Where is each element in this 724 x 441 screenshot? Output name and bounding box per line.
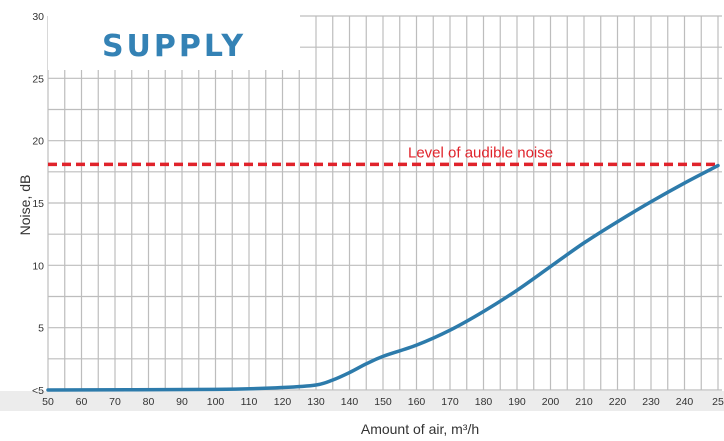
- x-tick-label: 90: [176, 396, 188, 408]
- x-tick-label: 70: [109, 396, 121, 408]
- x-tick-label: 110: [241, 396, 258, 408]
- reference-line-group: Level of audible noise: [48, 144, 720, 167]
- x-tick-label: 180: [475, 396, 493, 408]
- x-tick-labels: 50 60 70 80 90 100 110 120 130 140 150 160 170 180 190…: [42, 396, 724, 408]
- title-panel: [48, 14, 300, 70]
- x-tick-label: 240: [676, 396, 694, 408]
- x-tick-label: 140: [341, 396, 359, 408]
- x-tick-label: 80: [143, 396, 155, 408]
- x-tick-label: 120: [274, 396, 292, 408]
- chart-title: SUPPLY: [102, 29, 246, 64]
- y-tick-label: 20: [32, 136, 44, 148]
- x-tick-label: 220: [609, 396, 627, 408]
- x-axis-title: Amount of air, m³/h: [361, 421, 479, 437]
- y-tick-label: 15: [32, 198, 44, 210]
- y-tick-labels: <5 5 10 15 20 25 30: [32, 11, 44, 397]
- x-tick-label: 60: [76, 396, 88, 408]
- x-tick-label: 170: [441, 396, 459, 408]
- x-tick-label: 100: [207, 396, 225, 408]
- x-tick-label: 160: [408, 396, 426, 408]
- x-tick-label: 190: [508, 396, 526, 408]
- y-tick-label: <5: [32, 385, 44, 397]
- y-tick-label: 5: [38, 323, 44, 335]
- y-tick-label: 30: [32, 11, 44, 23]
- grid: [47, 15, 722, 391]
- x-tick-label: 150: [374, 396, 392, 408]
- x-tick-label: 25: [712, 396, 724, 408]
- y-tick-label: 25: [32, 73, 44, 85]
- x-tick-label: 50: [42, 396, 54, 408]
- y-axis-title: Noise, dB: [17, 175, 33, 236]
- x-tick-label: 230: [642, 396, 660, 408]
- series-line-supply: [46, 163, 720, 392]
- audible-noise-label: Level of audible noise: [408, 144, 553, 161]
- x-tick-label: 130: [307, 396, 325, 408]
- x-axis-band: [0, 391, 724, 411]
- x-tick-label: 200: [542, 396, 560, 408]
- y-tick-label: 10: [32, 260, 44, 272]
- x-tick-label: 210: [575, 396, 593, 408]
